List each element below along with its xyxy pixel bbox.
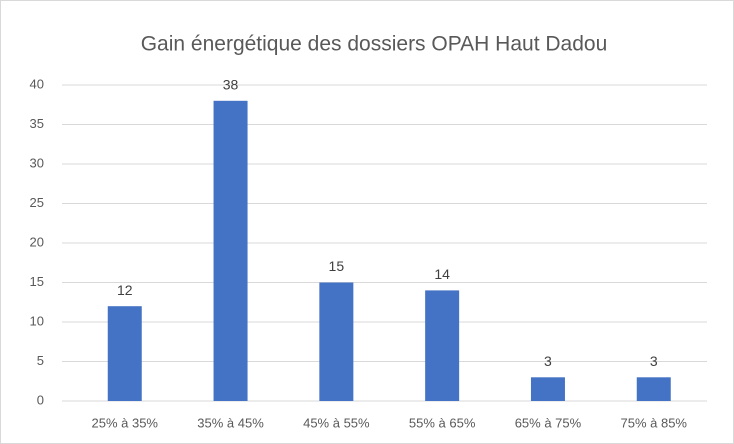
bar [530, 377, 565, 401]
x-tick-label: 65% à 75% [515, 415, 582, 430]
x-tick-label: 75% à 85% [621, 415, 688, 430]
chart-title: Gain énergétique des dossiers OPAH Haut … [141, 33, 608, 56]
bar [319, 282, 354, 401]
bar [107, 306, 142, 401]
data-label: 3 [650, 353, 658, 369]
y-tick-label: 5 [37, 353, 44, 368]
y-tick-label: 25 [30, 195, 44, 210]
y-tick-label: 30 [30, 155, 44, 170]
x-tick-label: 45% à 55% [303, 415, 370, 430]
y-tick-label: 35 [30, 116, 44, 131]
y-tick-label: 0 [37, 392, 44, 407]
data-label: 3 [544, 353, 552, 369]
x-tick-label: 55% à 65% [409, 415, 476, 430]
y-tick-label: 20 [30, 234, 44, 249]
bar [636, 377, 671, 401]
x-tick-label: 35% à 45% [197, 415, 264, 430]
y-tick-label: 15 [30, 274, 44, 289]
data-label: 38 [223, 77, 239, 93]
x-tick-label: 25% à 35% [92, 415, 159, 430]
data-label: 15 [329, 258, 345, 274]
bar [213, 100, 248, 402]
y-tick-label: 10 [30, 313, 44, 328]
y-tick-label: 40 [30, 76, 44, 91]
bar [425, 290, 460, 401]
data-label: 12 [117, 282, 133, 298]
data-label: 14 [434, 266, 450, 282]
